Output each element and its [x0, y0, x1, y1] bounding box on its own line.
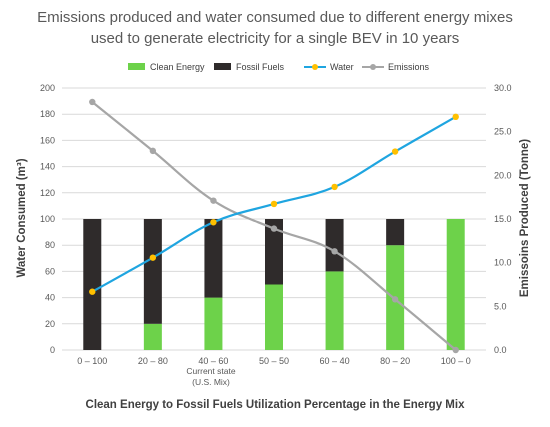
bar-clean-energy [325, 271, 344, 350]
bar-fossil-fuels [265, 219, 283, 285]
x-tick-label: 50 – 50 [259, 356, 289, 366]
legend-label: Fossil Fuels [236, 62, 285, 72]
y-right-tick-label: 15.0 [494, 214, 512, 224]
bar-fossil-fuels [83, 219, 102, 350]
y-right-tick-label: 10.0 [494, 258, 512, 268]
y-right-tick-label: 25.0 [494, 127, 512, 137]
emissions-point [89, 98, 96, 106]
y-left-tick-label: 40 [45, 293, 55, 303]
y-left-tick-label: 80 [45, 240, 55, 250]
emissions-point [331, 248, 338, 255]
y-left-tick-label: 160 [40, 135, 55, 145]
y-left-tick-label: 200 [40, 83, 55, 93]
bar-fossil-fuels [204, 219, 223, 298]
x-tick-label: 80 – 20 [380, 356, 410, 366]
legend-swatch [128, 63, 145, 70]
legend-label: Water [330, 62, 354, 72]
y-axis-right-title: Emissoins Produced (Tonne) [519, 139, 531, 297]
emissions-point [270, 225, 278, 232]
x-axis-title: Clean Energy to Fossil Fuels Utilization… [86, 399, 466, 411]
category-note-line-2: (U.S. Mix) [192, 377, 230, 387]
bar-fossil-fuels [386, 219, 405, 246]
bar-clean-energy [446, 219, 465, 350]
water-point [331, 183, 338, 191]
bar-clean-energy [265, 284, 283, 350]
y-left-tick-label: 60 [45, 266, 55, 276]
category-note-line-1: Current state [186, 366, 235, 376]
legend-marker [370, 64, 376, 70]
y-left-tick-label: 100 [40, 214, 55, 224]
emissions-point [391, 296, 399, 303]
y-right-tick-label: 5.0 [494, 301, 507, 311]
x-tick-label: 40 – 60 [198, 356, 228, 366]
y-left-tick-label: 120 [40, 188, 55, 198]
x-tick-label: 60 – 40 [320, 356, 350, 366]
water-point [210, 219, 217, 226]
y-left-tick-label: 140 [40, 162, 55, 172]
bar-fossil-fuels [325, 219, 344, 272]
legend-marker [312, 64, 318, 70]
bars [83, 219, 465, 350]
y-right-tick-label: 30.0 [494, 83, 512, 93]
water-point [149, 254, 157, 261]
chart-title-line-2: used to generate electricity for a singl… [91, 30, 460, 47]
emissions-point [452, 346, 459, 354]
water-point [89, 288, 96, 295]
water-point [270, 200, 278, 208]
bar-clean-energy [143, 323, 162, 350]
water-point [391, 148, 399, 155]
x-tick-label: 0 – 100 [77, 356, 107, 366]
y-axis-left-title: Water Consumed (m³) [16, 158, 28, 277]
series-lines [89, 98, 459, 354]
x-tick-label: 20 – 80 [138, 356, 168, 366]
y-right-tick-label: 20.0 [494, 170, 512, 180]
emissions-point [210, 197, 217, 204]
y-left-tick-label: 0 [50, 345, 55, 355]
legend-swatch [214, 63, 231, 70]
y-right-tick-label: 0.0 [494, 345, 507, 355]
chart-title-line-1: Emissions produced and water consumed du… [37, 9, 513, 26]
legend: Clean Energy Fossil Fuels Water Emissions [128, 62, 430, 72]
tick-labels: 0 20 40 60 80 100 120 140 160 180 200 0.0 5.0 10.0 15.… [40, 83, 512, 366]
bar-clean-energy [204, 297, 223, 350]
water-point [452, 113, 459, 121]
legend-label: Emissions [388, 62, 430, 72]
emissions-point [149, 147, 157, 155]
bar-fossil-fuels [143, 219, 162, 324]
legend-label: Clean Energy [150, 62, 205, 72]
y-left-tick-label: 20 [45, 319, 55, 329]
y-left-tick-label: 180 [40, 109, 55, 119]
x-tick-label: 100 – 0 [441, 356, 471, 366]
